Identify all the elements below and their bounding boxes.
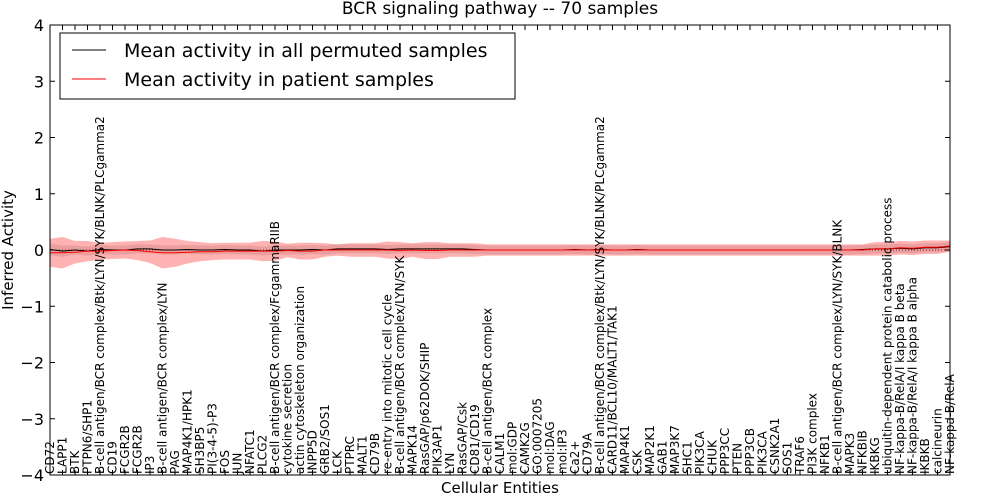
y-tick-label: 1 [34,185,44,204]
x-tick-label: PTPRC [343,436,357,474]
x-tick-label: B-cell antigen/BCR complex/Btk/LYN/SYK/B… [93,116,107,474]
x-tick-label: CD19 [106,441,120,474]
x-tick-label: NFKBIB [856,430,870,474]
x-tick-label: B-cell antigen/BCR complex [481,308,495,474]
y-tick-label: −3 [20,410,44,429]
x-tick-label: PPP3CB [743,428,757,474]
y-tick-label: 0 [34,241,44,260]
x-tick-label: CSNK2A1 [768,418,782,474]
series-band-1 [50,237,950,269]
x-tick-label: CSK [631,449,645,474]
x-tick-label: SH3BP5 [193,427,207,474]
x-tick-label: PIK3CA [693,430,707,474]
x-tick-label: BTK [68,449,82,474]
x-tick-label: MALT1 [356,435,370,474]
x-tick-label: PI(3-4-5)-P3 [206,403,220,474]
x-tick-label: PPP3CC [718,428,732,474]
x-tick-label: RasGAP/Csk [456,402,470,474]
x-tick-label: PIK3CA [756,430,770,474]
x-tick-label: MAP2K1 [643,425,657,474]
x-tick-label: MAP3K7 [668,425,682,474]
series-band-0 [50,242,950,257]
x-tick-label: MAP4K1/HPK1 [181,389,195,474]
x-tick-label: Ca2+ [568,441,582,474]
x-tick-label: PIK3AP1 [431,425,445,474]
y-tick-label: 3 [34,72,44,91]
x-tick-label: B-cell antigen/BCR complex/LYN/SYK [393,254,407,474]
x-tick-label: IKBKG [868,437,882,474]
x-tick-label: mol:GDP [506,422,520,474]
x-tick-label: B-cell antigen/BCR complex/LYN [156,282,170,474]
x-tick-label: B-cell antigen/BCR complex/FcgammaRIIB [268,221,282,474]
plot-frame [49,24,951,476]
x-tick-label: MAPK14 [406,425,420,474]
x-tick-label: mol:IP3 [556,429,570,474]
x-tick-label: B-cell antigen/BCR complex/Btk/LYN/SYK/B… [593,116,607,474]
series-line-1 [50,245,950,254]
x-tick-label: CAMK2G [518,422,532,474]
y-tick-label: 4 [34,16,44,35]
x-tick-label: actin cytoskeleton organization [293,286,307,474]
x-tick-label: NF-kappa-B/RelA/I kappa B beta [893,283,907,474]
x-tick-label: LCK [331,450,345,474]
x-tick-label: PI3K complex [806,393,820,474]
x-tick-label: CD79A [581,432,595,474]
x-tick-label: GAB1 [656,441,670,474]
x-tick-label: RasGAP/p62DOK/SHIP [418,343,432,474]
x-tick-label: IKBKB [918,438,932,474]
x-tick-label: ubiquitin-dependent protein catabolic pr… [881,198,895,474]
chart-title: BCR signaling pathway -- 70 samples [342,0,658,19]
x-tick-label: LYN [443,453,457,474]
x-tick-label: NF-kappa-B/RelA/I kappa B alpha [906,277,920,474]
x-tick-label: INPP5D [306,430,320,474]
x-tick-label: CALM1 [493,433,507,474]
x-tick-label: FCGR2B [118,425,132,474]
legend: Mean activity in all permuted samples Me… [59,32,516,100]
x-tick-label: IP3 [143,456,157,474]
x-tick-label: TRAF6 [793,436,807,475]
y-tick-label: −4 [20,466,44,485]
x-axis-label: Cellular Entities [441,479,559,497]
x-tick-label: CARD11/BCL10/MALT1/TAK1 [606,305,620,474]
x-tick-label: re-entry into mitotic cell cycle [381,294,395,474]
plot-area [50,237,950,269]
x-tick-label: CHUK [706,439,720,474]
x-tick-label: FOS [218,450,232,474]
x-tick-label: NFATC1 [243,429,257,474]
legend-frame [59,32,516,100]
y-tick-label: 2 [34,129,44,148]
x-tick-label: MAPK3 [843,433,857,474]
x-tick-label: CD81/CD19 [468,404,482,474]
y-tick-label: −2 [20,354,44,373]
x-tick-label: MAP4K1 [618,425,632,474]
x-tick-label: calcineurin [931,408,945,474]
y-tick-label: −1 [20,297,44,316]
x-tick-label: PTEN [731,443,745,474]
x-tick-label: FCGR2B [131,425,145,474]
x-tick-label: PAG [168,450,182,474]
x-tick-label: PTPN6/SHP1 [81,400,95,474]
x-tick-label: cytokine secretion [281,364,295,474]
x-tick-label: NFKB1 [818,434,832,474]
y-axis-label: Inferred Activity [0,190,17,310]
legend-label-permuted: Mean activity in all permuted samples [124,40,487,62]
x-tick-label: GRB2/SOS1 [318,404,332,474]
x-tick-label: SOS1 [781,442,795,474]
x-tick-label: B-cell antigen/BCR complex/LYN/SYK/BLNK [831,219,845,474]
x-tick-label: PLCG2 [256,435,270,474]
legend-label-patient: Mean activity in patient samples [124,69,434,91]
x-tick-label: SHC1 [681,441,695,474]
x-tick-label: GO:0007205 [531,398,545,474]
x-tick-label: mol:DAG [543,421,557,474]
x-tick-label: CD79B [368,433,382,474]
x-tick-label: LAPP1 [56,437,70,474]
x-tick-label: JUN [231,453,245,475]
